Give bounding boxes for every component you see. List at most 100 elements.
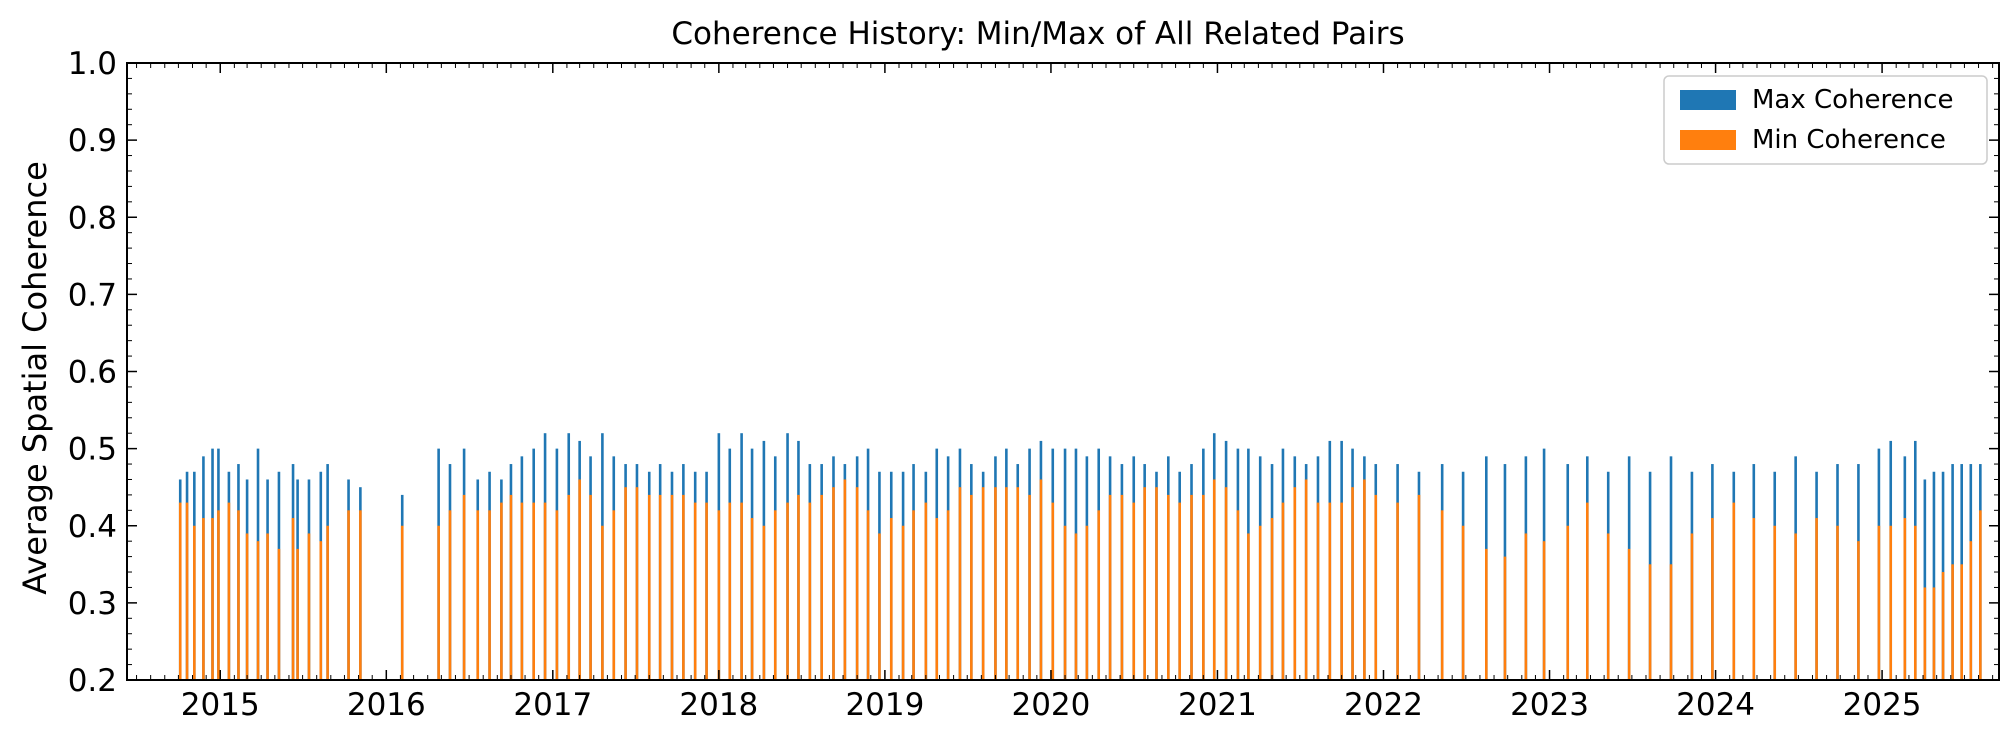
min-coherence-bar [1815, 518, 1818, 680]
x-tick-label: 2021 [1178, 687, 1257, 723]
min-coherence-bar [256, 541, 260, 680]
min-coherence-bar [462, 494, 466, 680]
min-coherence-bar [555, 510, 559, 680]
min-coherence-bar [946, 510, 950, 680]
min-coherence-bar [924, 502, 928, 680]
min-coherence-bar [1063, 525, 1067, 680]
min-coherence-bar [1913, 525, 1917, 680]
min-coherence-bar [682, 494, 685, 680]
min-coherence-bar [509, 494, 513, 680]
min-coherence-bar [1877, 525, 1881, 680]
min-coherence-bar [935, 518, 939, 680]
min-coherence-bar [1293, 487, 1297, 680]
y-tick-label: 1.0 [68, 46, 117, 82]
min-coherence-bar [693, 502, 697, 680]
min-coherence-bar [1585, 502, 1589, 680]
min-coherence-bar [878, 533, 881, 680]
min-coherence-bar [307, 533, 311, 680]
x-tick-label: 2019 [845, 687, 924, 723]
min-coherence-bar [488, 510, 491, 680]
min-coherence-bar [326, 525, 329, 680]
min-coherence-bar [773, 510, 777, 680]
y-tick-label: 0.2 [68, 663, 117, 699]
min-coherence-bar [1923, 587, 1927, 680]
x-tick-label: 2016 [347, 687, 426, 723]
min-coherence-bar [635, 487, 639, 680]
legend: Max Coherence Min Coherence [1663, 75, 1988, 165]
min-coherence-bar [1328, 502, 1332, 680]
min-coherence-bar [1143, 487, 1146, 680]
min-coherence-bar [786, 502, 789, 680]
legend-swatch-max [1680, 90, 1736, 110]
min-coherence-bar [1690, 533, 1694, 680]
min-coherence-bar [1711, 518, 1714, 680]
min-coherence-bar [1542, 541, 1546, 680]
min-coherence-bar [1503, 556, 1507, 680]
min-coherence-bar [1028, 494, 1031, 680]
legend-box [1663, 75, 1988, 165]
min-coherence-bar [1236, 510, 1240, 680]
min-coherence-bar [1097, 510, 1101, 680]
x-tick-label: 2018 [679, 687, 758, 723]
min-coherence-bar [1051, 502, 1055, 680]
min-coherence-bar [797, 494, 800, 680]
x-tick-label: 2024 [1676, 687, 1755, 723]
y-tick-label: 0.3 [68, 586, 117, 622]
max-coherence-bar [1932, 471, 1936, 680]
min-coherence-bar [658, 494, 662, 680]
min-coherence-bar [1270, 518, 1274, 680]
min-coherence-bar [532, 502, 535, 680]
min-coherence-bar [347, 510, 350, 680]
min-coherence-bar [1258, 525, 1262, 680]
min-coherence-bar [567, 494, 571, 680]
min-coherence-bar [1951, 564, 1954, 680]
min-coherence-bar [1374, 494, 1378, 680]
min-coherence-bar [601, 525, 604, 680]
min-coherence-bar [740, 502, 743, 680]
min-coherence-bar [237, 510, 240, 680]
min-coherence-bar [901, 525, 905, 680]
y-axis-label: Average Spatial Coherence [16, 161, 54, 595]
max-coherence-bar [1923, 479, 1927, 680]
min-coherence-bar [912, 510, 915, 680]
min-coherence-bar [1132, 502, 1136, 680]
min-coherence-bar [1773, 525, 1777, 680]
min-coherence-bar [1960, 564, 1963, 680]
min-coherence-bar [958, 487, 962, 680]
min-coherence-bar [291, 518, 295, 680]
x-tick-label: 2025 [1843, 687, 1922, 723]
min-coherence-bar [1316, 502, 1320, 680]
min-coherence-bar [1085, 525, 1089, 680]
min-coherence-bar [1889, 525, 1893, 680]
min-coherence-bar [1794, 533, 1797, 680]
y-tick-label: 0.8 [68, 200, 117, 236]
min-coherence-bar [970, 494, 973, 680]
min-coherence-bar [1979, 510, 1982, 680]
min-coherence-bar [1606, 533, 1610, 680]
min-coherence-bar [1202, 494, 1205, 680]
min-coherence-bar [1969, 541, 1973, 680]
min-coherence-bar [1524, 533, 1528, 680]
min-coherence-bar [448, 510, 452, 680]
min-coherence-bar [750, 518, 754, 680]
min-coherence-bar [1074, 533, 1078, 680]
min-coherence-bar [1566, 525, 1570, 680]
min-coherence-bar [1440, 510, 1444, 680]
min-coherence-bar [1857, 541, 1860, 680]
min-coherence-bar [728, 502, 732, 680]
min-coherence-bar [1281, 502, 1285, 680]
min-coherence-bar [400, 525, 404, 680]
min-coherence-bar [889, 518, 893, 680]
y-tick-label: 0.6 [68, 355, 117, 391]
min-coherence-bar [1005, 487, 1008, 680]
legend-swatch-min [1680, 130, 1736, 150]
min-coherence-bar [624, 487, 627, 680]
min-coherence-bar [1167, 494, 1170, 680]
min-coherence-bar [359, 510, 362, 680]
min-coherence-bar [178, 502, 182, 680]
min-coherence-bar [612, 510, 616, 680]
plot-frame [126, 62, 2000, 681]
chart-title: Coherence History: Min/Max of All Relate… [671, 16, 1404, 52]
min-coherence-bar [994, 487, 997, 680]
